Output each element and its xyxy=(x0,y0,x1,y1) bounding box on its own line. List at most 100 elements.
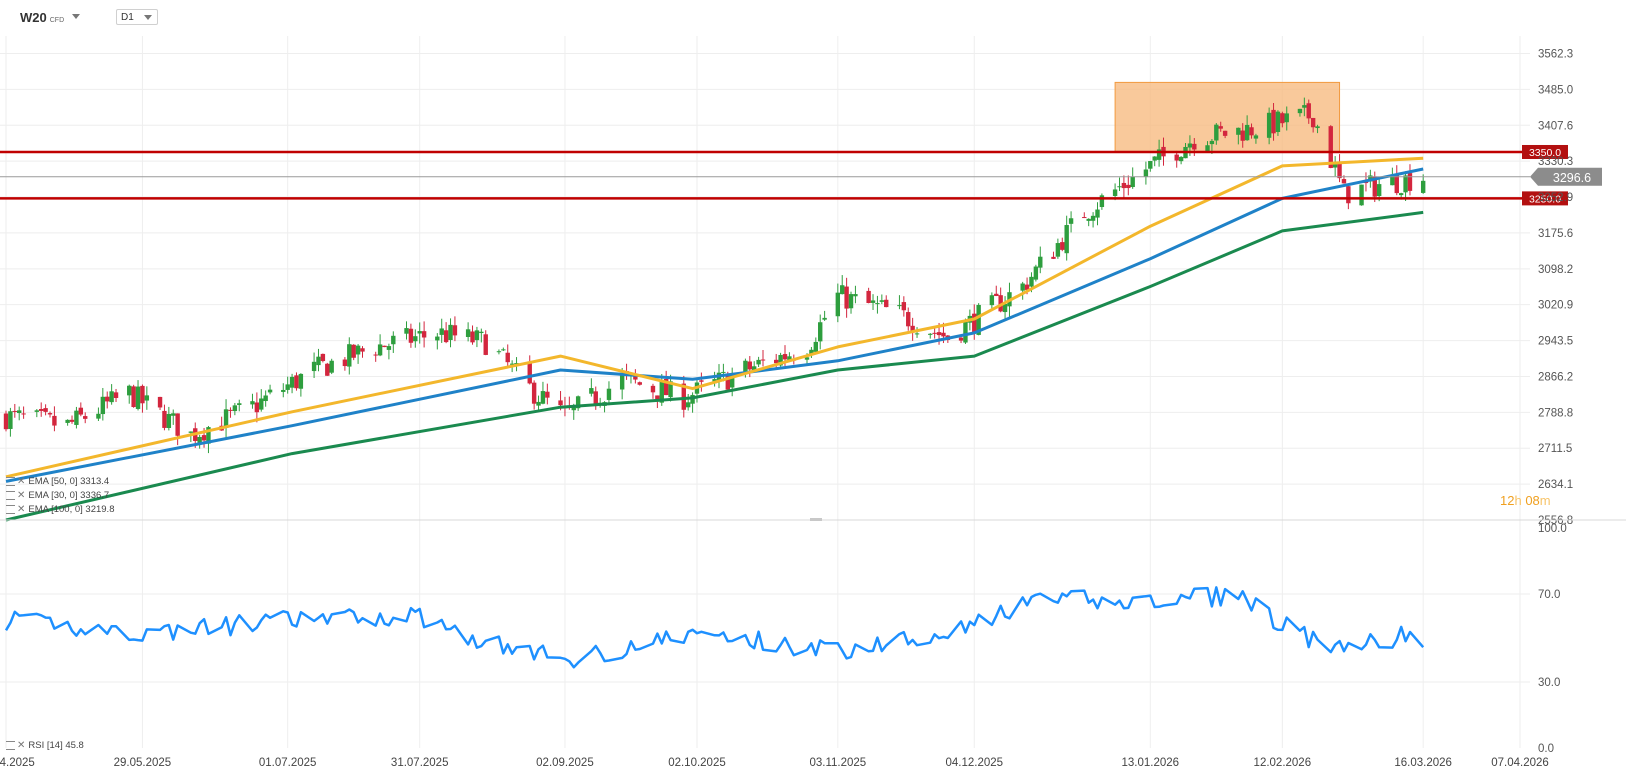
candle-up xyxy=(188,431,194,433)
candle-up xyxy=(743,360,748,372)
close-icon[interactable]: ✕ xyxy=(17,490,26,501)
legend-ema30[interactable]: ✕ EMA [30, 0] 3336.7 xyxy=(6,490,109,501)
candle-down xyxy=(342,359,348,367)
candle-up xyxy=(1205,145,1210,153)
candle-up xyxy=(751,366,757,371)
candle-down xyxy=(936,332,942,336)
candle-up xyxy=(804,357,810,360)
candle-down xyxy=(78,407,84,415)
candle-up xyxy=(589,388,594,394)
candle-up xyxy=(355,345,361,355)
candle-down xyxy=(470,331,475,343)
list-icon[interactable] xyxy=(6,504,15,514)
x-tick-label: 07.04.2026 xyxy=(1491,757,1549,769)
candle-up xyxy=(1253,135,1259,139)
candle-down xyxy=(681,383,686,410)
candle-up xyxy=(1086,218,1091,221)
candle-down xyxy=(650,385,656,393)
candle-up xyxy=(1099,195,1105,208)
y-tick-label: 3020.9 xyxy=(1538,300,1573,312)
candle-up xyxy=(311,361,317,372)
symbol-selector[interactable]: W20 CFD xyxy=(20,10,64,25)
candle-up xyxy=(166,413,172,429)
candle-up xyxy=(1376,184,1382,197)
candle-up xyxy=(1368,175,1373,182)
candle-up xyxy=(34,410,40,412)
candle-up xyxy=(835,292,841,317)
close-icon[interactable]: ✕ xyxy=(17,476,26,487)
countdown-minutes: 08 xyxy=(1525,493,1540,508)
candle-up xyxy=(1420,180,1426,193)
candle-down xyxy=(1192,143,1197,150)
candle-up xyxy=(870,300,876,303)
candle-down xyxy=(1249,127,1254,136)
x-tick-label: 12.02.2026 xyxy=(1254,757,1312,769)
candle-up xyxy=(347,344,352,367)
x-tick-label: 02.10.2025 xyxy=(668,757,726,769)
candle-up xyxy=(848,294,854,309)
candle-up xyxy=(721,371,726,373)
y-tick-label: 2943.5 xyxy=(1538,336,1573,348)
candle-down xyxy=(1372,176,1377,197)
candle-up xyxy=(465,329,471,337)
candle-down xyxy=(443,330,449,343)
candle-up xyxy=(822,317,827,320)
candle-down xyxy=(774,359,779,364)
candle-up xyxy=(976,304,981,335)
x-tick-label: 04.12.2025 xyxy=(945,757,1003,769)
candle-up xyxy=(474,330,480,341)
candle-down xyxy=(725,373,730,390)
candle-up xyxy=(1332,164,1338,168)
candle-down xyxy=(1310,117,1316,128)
countdown-h-unit: h xyxy=(1514,493,1522,508)
candle-up xyxy=(1112,189,1118,196)
candle-up xyxy=(1297,108,1303,114)
list-icon[interactable] xyxy=(6,490,15,500)
candle-up xyxy=(267,389,273,393)
close-icon[interactable]: ✕ xyxy=(17,504,26,515)
list-icon[interactable] xyxy=(6,476,15,486)
candle-down xyxy=(12,410,18,412)
y-tick-label: 2866.2 xyxy=(1538,371,1573,383)
candle-down xyxy=(906,312,911,327)
candle-up xyxy=(729,374,735,388)
candle-up xyxy=(963,321,968,343)
chevron-down-icon[interactable] xyxy=(72,14,80,19)
candle-up xyxy=(619,374,625,390)
candle-down xyxy=(901,302,907,311)
panel-resize-handle xyxy=(810,518,822,521)
list-icon[interactable] xyxy=(6,740,15,750)
x-tick-label: 28.04.2025 xyxy=(0,757,35,769)
level-badge-label: 3350.0 xyxy=(1529,147,1561,159)
candle-down xyxy=(655,395,660,400)
candle-down xyxy=(699,380,704,382)
candle-up xyxy=(1178,156,1184,162)
x-tick-label: 01.07.2025 xyxy=(259,757,317,769)
candle-up xyxy=(289,376,295,388)
candle-up xyxy=(448,324,453,341)
legend-rsi[interactable]: ✕ RSI [14] 45.8 xyxy=(6,740,84,751)
x-tick-label: 02.09.2025 xyxy=(536,757,594,769)
candle-up xyxy=(1095,209,1100,218)
candle-up xyxy=(1398,193,1404,196)
candle-down xyxy=(1280,113,1285,124)
candle-down xyxy=(228,409,233,411)
symbol-tag: CFD xyxy=(49,17,65,24)
candle-up xyxy=(74,410,79,425)
rsi-tick-label: 30.0 xyxy=(1538,677,1560,689)
candle-up xyxy=(250,401,255,405)
candle-down xyxy=(140,385,145,404)
interval-dropdown[interactable]: D1 xyxy=(116,9,158,25)
candle-down xyxy=(1306,103,1311,119)
candle-up xyxy=(778,354,783,366)
legend-ema100[interactable]: ✕ EMA [100, 0] 3219.8 xyxy=(6,504,114,515)
close-icon[interactable]: ✕ xyxy=(17,740,26,751)
symbol-name: W20 xyxy=(20,10,47,25)
candle-up xyxy=(813,341,819,352)
axes: 3562.3 3485.0 3407.6 3330.3 3252.9 3175.6 3098… xyxy=(0,48,1626,769)
candle-up xyxy=(109,391,114,403)
ema100-line xyxy=(5,210,1424,522)
candle-down xyxy=(113,392,119,398)
legend-ema50[interactable]: ✕ EMA [50, 0] 3313.4 xyxy=(6,476,109,487)
